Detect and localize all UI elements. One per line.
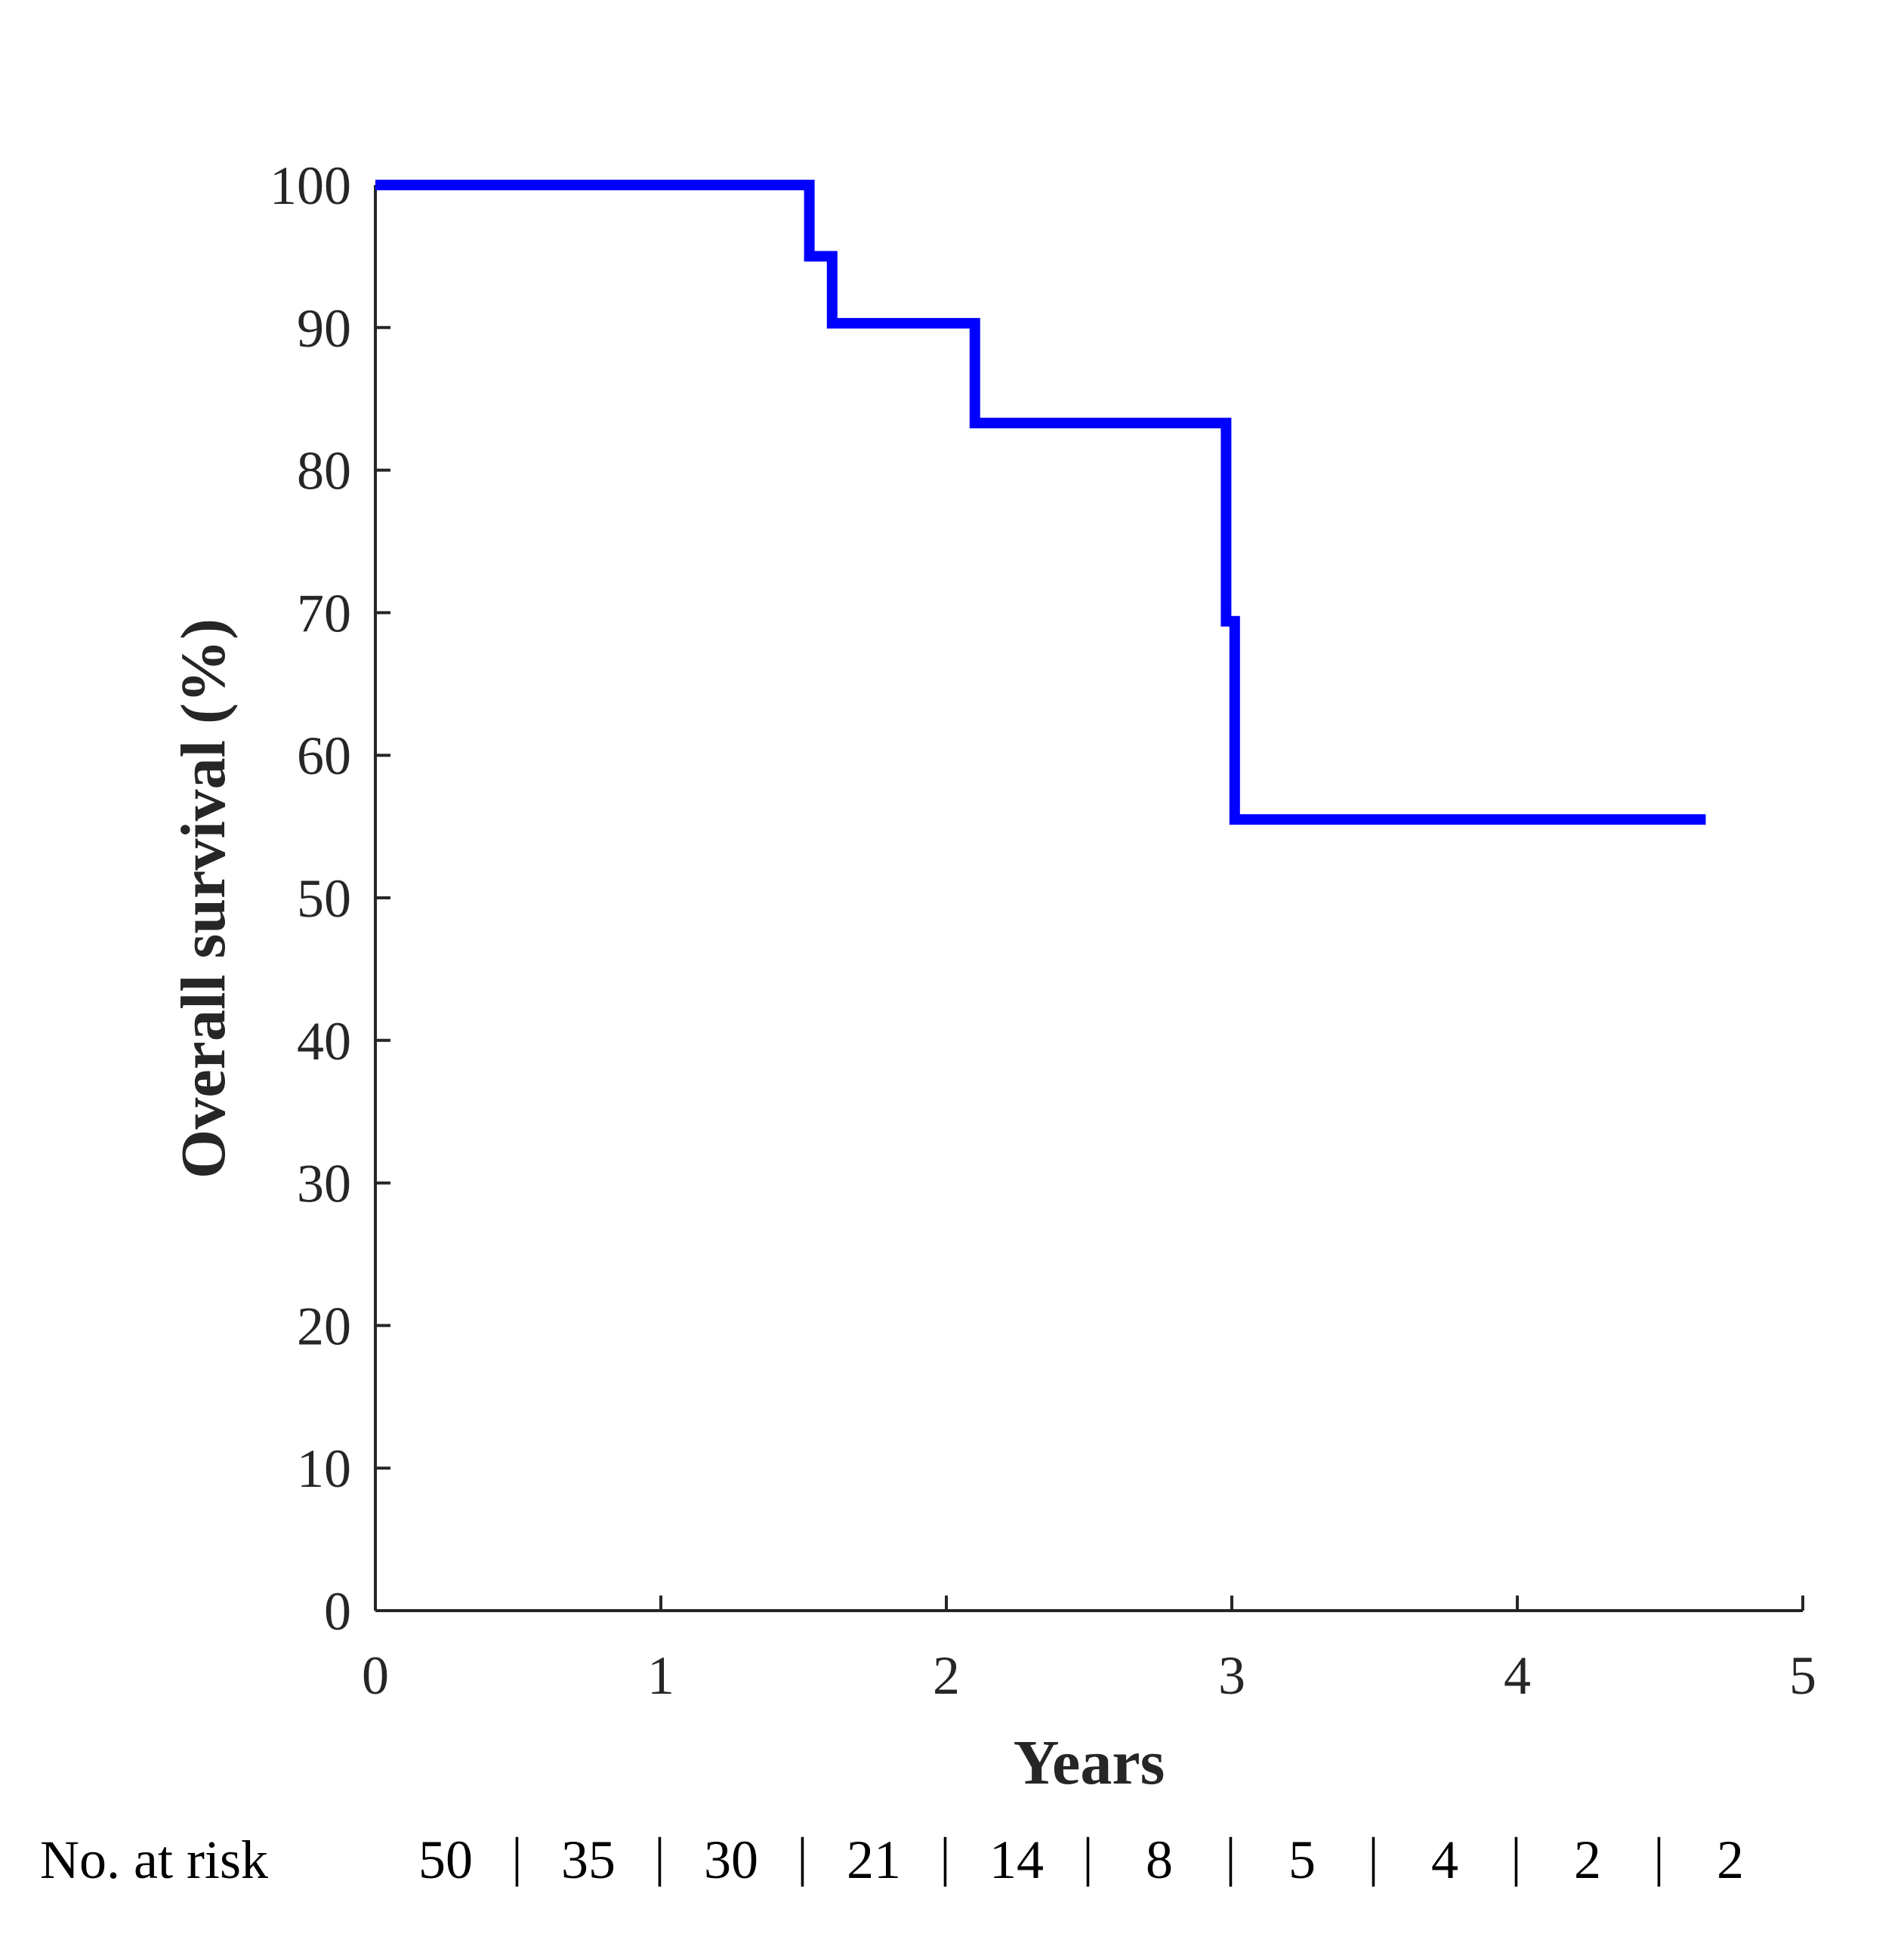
x-tick-label: 4 bbox=[1504, 1645, 1531, 1706]
at-risk-value: 8 bbox=[1146, 1830, 1173, 1890]
at-risk-separator: | bbox=[1653, 1827, 1664, 1887]
y-tick-label: 70 bbox=[297, 583, 351, 643]
at-risk-table: No. at risk 50 | 35 | 30 | 21 | 14 | 8 | 5 | 4 | 2 | 2 bbox=[40, 1827, 1744, 1890]
x-tick-label: 3 bbox=[1218, 1645, 1245, 1706]
x-axis-title: Years bbox=[1014, 1728, 1165, 1798]
at-risk-separator: | bbox=[797, 1827, 807, 1887]
at-risk-value: 2 bbox=[1574, 1830, 1601, 1890]
at-risk-separator: | bbox=[1225, 1827, 1236, 1887]
series-group bbox=[375, 180, 1706, 825]
y-tick-label: 20 bbox=[297, 1296, 351, 1356]
at-risk-value: 50 bbox=[418, 1830, 473, 1890]
at-risk-value: 14 bbox=[989, 1830, 1044, 1890]
at-risk-separator: | bbox=[511, 1827, 522, 1887]
y-tick-label: 0 bbox=[324, 1581, 351, 1642]
at-risk-value: 21 bbox=[847, 1830, 901, 1890]
at-risk-value: 35 bbox=[561, 1830, 616, 1890]
x-tick-label: 5 bbox=[1789, 1645, 1816, 1706]
survival-curve bbox=[375, 180, 1706, 825]
at-risk-separator: | bbox=[1511, 1827, 1521, 1887]
y-tick-label: 10 bbox=[297, 1438, 351, 1499]
y-tick-label: 80 bbox=[297, 441, 351, 501]
at-risk-separator: | bbox=[654, 1827, 665, 1887]
x-tick-label: 0 bbox=[362, 1645, 389, 1706]
x-ticks: 0 1 2 3 4 5 bbox=[362, 1596, 1816, 1706]
axes bbox=[374, 185, 1803, 1612]
at-risk-value: 4 bbox=[1431, 1830, 1458, 1890]
y-tick-label: 40 bbox=[297, 1011, 351, 1072]
at-risk-separator: | bbox=[1082, 1827, 1093, 1887]
y-axis-title: Overall survival (%) bbox=[168, 618, 239, 1179]
x-tick-label: 2 bbox=[933, 1645, 960, 1706]
at-risk-value: 30 bbox=[704, 1830, 758, 1890]
at-risk-value: 2 bbox=[1717, 1830, 1744, 1890]
y-tick-label: 100 bbox=[270, 156, 351, 216]
y-tick-label: 60 bbox=[297, 726, 351, 786]
at-risk-separator: | bbox=[940, 1827, 950, 1887]
at-risk-label: No. at risk bbox=[40, 1830, 268, 1890]
y-ticks: 0 10 20 30 40 50 60 70 80 90 100 bbox=[270, 156, 390, 1642]
y-tick-label: 90 bbox=[297, 298, 351, 359]
x-tick-label: 1 bbox=[647, 1645, 674, 1706]
y-tick-label: 30 bbox=[297, 1154, 351, 1214]
y-tick-label: 50 bbox=[297, 868, 351, 929]
at-risk-separator: | bbox=[1368, 1827, 1378, 1887]
at-risk-value: 5 bbox=[1288, 1830, 1316, 1890]
